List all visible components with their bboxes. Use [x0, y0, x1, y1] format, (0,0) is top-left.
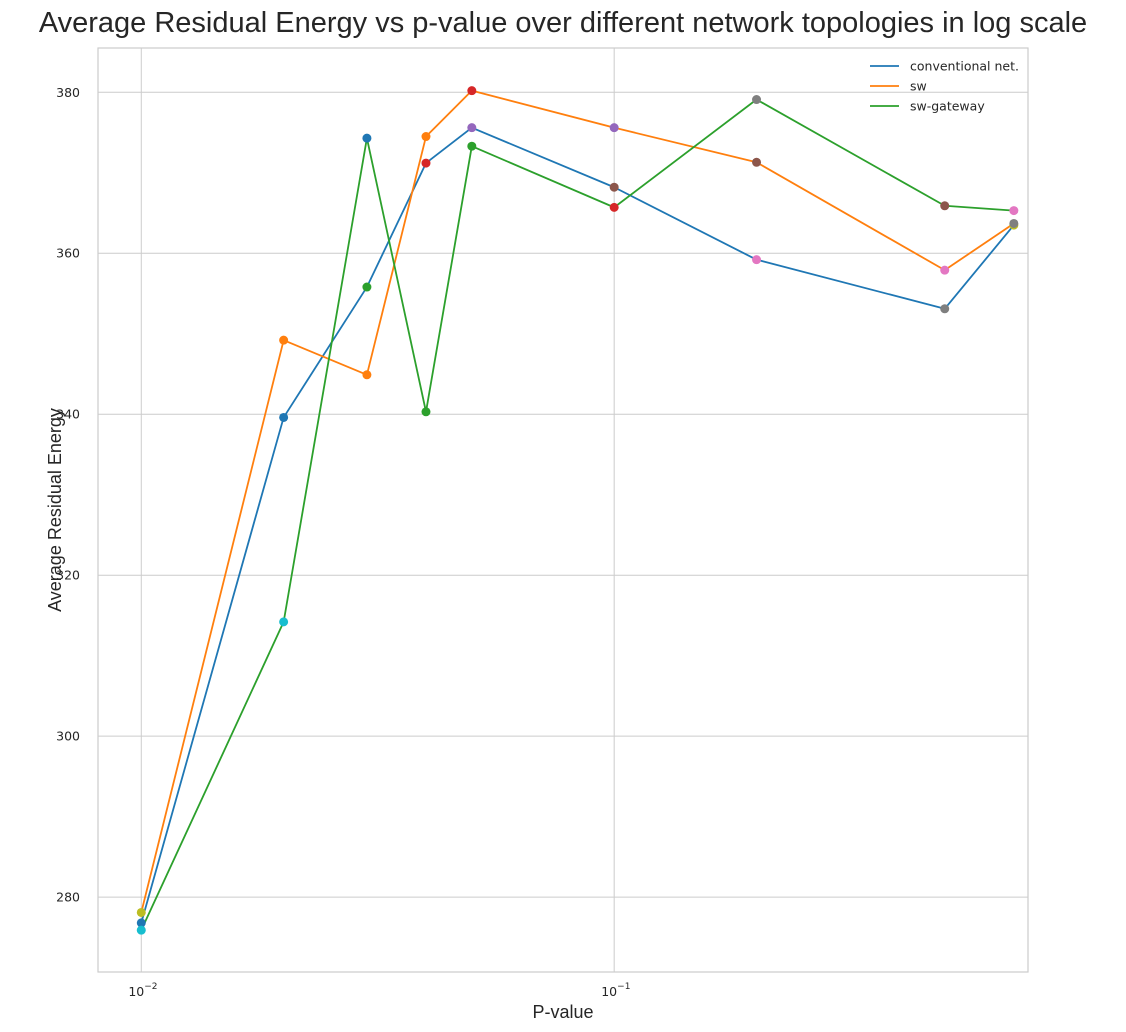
data-point [421, 407, 431, 417]
y-tick-label: 380 [56, 85, 80, 100]
x-tick-base: 10 [601, 984, 617, 999]
plot-frame [97, 47, 1029, 973]
x-tick-base: 10 [128, 984, 144, 999]
data-point [279, 335, 289, 345]
data-point [467, 123, 477, 133]
x-tick-label: 10 −1 [601, 982, 630, 999]
legend-item: sw [870, 79, 927, 94]
data-point [136, 918, 146, 928]
data-point [1009, 206, 1019, 216]
data-point [421, 132, 431, 142]
y-tick-label: 300 [56, 729, 80, 744]
legend-item: conventional net. [870, 59, 1019, 74]
grid [98, 48, 1028, 972]
data-point [609, 182, 619, 192]
data-point [467, 141, 477, 151]
legend-label: conventional net. [910, 59, 1019, 74]
data-point [1009, 218, 1019, 228]
series-line-sw [140, 89, 1015, 913]
data-point [752, 95, 762, 105]
data-point [362, 282, 372, 292]
data-point [752, 157, 762, 167]
y-axis-label: Average Residual Energy [45, 408, 65, 612]
data-point [279, 617, 289, 627]
data-point [609, 123, 619, 133]
y-tick-label: 280 [56, 890, 80, 905]
x-axis-label: P-value [532, 1002, 593, 1022]
data-point [609, 202, 619, 212]
x-tick-exponent: −2 [144, 982, 157, 992]
y-tick-label: 340 [56, 407, 80, 422]
data-point [136, 907, 146, 917]
data-point [279, 412, 289, 422]
data-point [752, 255, 762, 265]
data-point [940, 201, 950, 211]
y-tick-label: 360 [56, 246, 80, 261]
data-point [467, 86, 477, 96]
y-tick-label: 320 [56, 568, 80, 583]
data-point [362, 370, 372, 380]
x-tick-label: 10 −2 [128, 982, 157, 999]
series-line-conventional-net [140, 126, 1015, 924]
data-point [940, 304, 950, 314]
x-tick-exponent: −1 [617, 982, 630, 992]
data-point [136, 925, 146, 935]
data-point [421, 158, 431, 168]
legend-item: sw-gateway [870, 99, 985, 114]
chart-title: Average Residual Energy vs p-value over … [39, 7, 1087, 39]
series-line-sw-gateway [140, 98, 1014, 931]
legend-label: sw-gateway [910, 99, 985, 114]
series-group [136, 86, 1019, 935]
legend: conventional net. sw sw-gateway [870, 59, 1019, 114]
legend-label: sw [910, 79, 927, 94]
data-point [362, 133, 372, 143]
data-point [940, 265, 950, 275]
